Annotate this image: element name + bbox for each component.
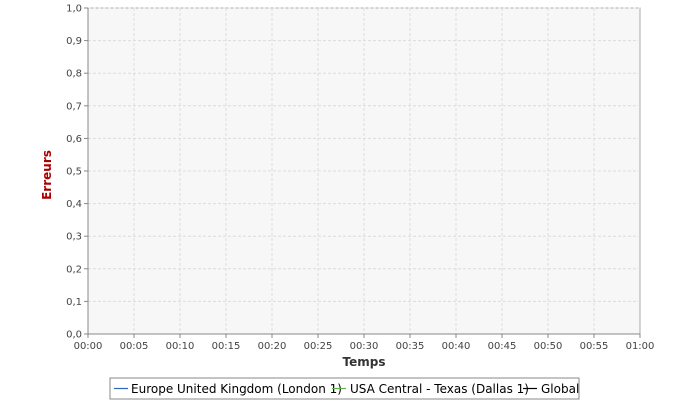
y-tick-label: 0,7 (66, 101, 82, 112)
x-tick-label: 01:00 (626, 341, 655, 352)
x-tick-label: 00:45 (488, 341, 517, 352)
y-tick-label: 0,9 (66, 36, 82, 47)
legend-label-london: Europe United Kingdom (London 1) (131, 382, 342, 396)
y-tick-label: 1,0 (66, 4, 82, 15)
x-tick-label: 00:15 (212, 341, 241, 352)
y-tick-label: 0,0 (66, 330, 82, 341)
y-tick-label: 0,8 (66, 69, 82, 80)
x-axis-title: Temps (343, 355, 386, 369)
legend-label-global: Global (541, 382, 579, 396)
x-tick-label: 00:30 (350, 341, 379, 352)
y-axis-ticks: 0,0 0,1 0,2 0,3 0,4 0,5 0,6 0,7 0,8 0,9 1,0 (66, 4, 88, 341)
y-tick-label: 0,3 (66, 232, 82, 243)
x-tick-label: 00:20 (258, 341, 287, 352)
grid (88, 7, 640, 334)
legend: Europe United Kingdom (London 1) USA Cen… (109, 377, 580, 400)
x-tick-label: 00:10 (166, 341, 195, 352)
y-tick-label: 0,5 (66, 167, 82, 178)
legend-label-dallas: USA Central - Texas (Dallas 1) (350, 382, 529, 396)
x-tick-label: 00:55 (580, 341, 609, 352)
x-tick-label: 00:40 (442, 341, 471, 352)
x-tick-label: 00:00 (74, 341, 103, 352)
y-tick-label: 0,4 (66, 199, 82, 210)
x-tick-label: 00:05 (120, 341, 149, 352)
x-axis-ticks: 00:00 00:05 00:10 00:15 00:20 00:25 00:30 00:35… (74, 334, 655, 352)
x-tick-label: 00:25 (304, 341, 333, 352)
y-axis-title: Erreurs (40, 150, 54, 200)
x-tick-label: 00:35 (396, 341, 425, 352)
x-tick-label: 00:50 (534, 341, 563, 352)
y-tick-label: 0,2 (66, 264, 82, 275)
y-tick-label: 0,1 (66, 297, 82, 308)
y-tick-label: 0,6 (66, 134, 82, 145)
